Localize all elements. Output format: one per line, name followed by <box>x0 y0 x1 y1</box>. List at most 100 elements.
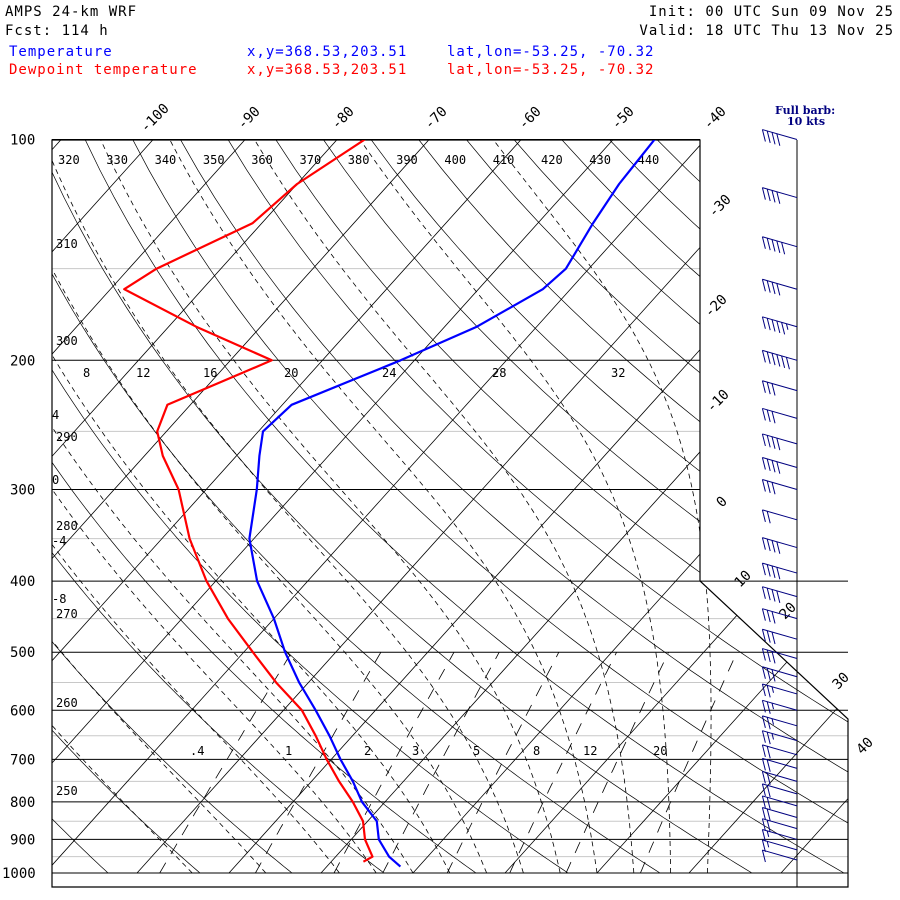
wind-barb-flag <box>761 829 766 842</box>
wind-barb-flag <box>761 758 766 771</box>
wind-barb-shaft <box>762 457 798 468</box>
mixing-ratio-line <box>640 652 738 874</box>
wind-barb <box>761 699 798 714</box>
wind-barb-shaft <box>762 699 798 711</box>
dry-adiabat <box>180 140 848 874</box>
wind-barb <box>761 849 798 863</box>
isotherm-label: -10 <box>704 387 733 416</box>
wind-barb <box>761 187 798 204</box>
dry-adiabat <box>132 140 848 874</box>
moist-adiabat <box>100 140 561 874</box>
wind-barb-flag <box>776 240 781 254</box>
theta-e-label: 16 <box>203 366 217 380</box>
wind-barb-flag <box>776 541 781 554</box>
wind-barb-shaft <box>762 586 798 598</box>
wind-barb-flag <box>761 744 766 757</box>
moist-adiabat <box>52 140 414 874</box>
wind-barb-flag <box>766 609 771 623</box>
wind-barb <box>761 509 798 524</box>
wind-barb-flag <box>761 279 766 292</box>
moist-adiabat <box>52 140 451 874</box>
mixing-ratio-line <box>333 652 455 874</box>
dry-adiabat <box>52 140 661 874</box>
dry-adiabat <box>418 140 848 874</box>
pressure-label: 400 <box>10 574 35 590</box>
wind-barb-flag <box>771 589 776 602</box>
wind-barb-flag <box>766 130 771 144</box>
wind-barb-flag <box>766 731 771 745</box>
wind-barb-flag <box>766 511 771 524</box>
wind-barb-shaft <box>762 608 798 620</box>
wind-barb-shaft <box>762 795 798 807</box>
wind-barb-shaft <box>762 818 798 830</box>
plot-frame <box>51 139 849 888</box>
theta-label: 390 <box>396 153 418 167</box>
wind-barb-flag <box>776 354 781 367</box>
wind-barb-flag <box>761 350 766 363</box>
isotherm-label: -90 <box>235 104 264 133</box>
wind-barb-shaft <box>762 316 798 328</box>
barb-legend-line2: 10 kts <box>787 115 825 128</box>
isotherm-line <box>873 140 900 874</box>
wind-barb <box>761 433 798 451</box>
wind-barb-flag <box>761 849 766 863</box>
wind-barb-flag <box>761 408 766 421</box>
isotherm-label: -30 <box>706 192 735 221</box>
wind-barb <box>761 457 798 474</box>
wind-barb-flag <box>766 587 771 601</box>
wind-barb-flag <box>766 808 771 822</box>
theta-e-label: 32 <box>611 366 625 380</box>
temperature-profile <box>248 140 656 868</box>
wind-barb <box>761 715 798 730</box>
mixing-ratio-label: 2 <box>364 744 371 758</box>
wind-barb-shaft <box>762 562 798 574</box>
isotherm-line <box>320 140 848 874</box>
wind-barb-flag <box>776 283 781 296</box>
wind-barb-flag <box>761 316 766 329</box>
legend-temperature-latlon: lat,lon=-53.25, -70.32 <box>447 44 655 60</box>
wind-barb-flag <box>766 458 771 472</box>
dry-adiabat <box>466 140 848 874</box>
wind-barb-flag <box>766 759 771 772</box>
dry-adiabat <box>52 140 109 874</box>
isotherm-label: -60 <box>516 104 545 133</box>
wind-barb-flag <box>766 668 771 681</box>
theta-e-left-label: 0 <box>52 473 59 487</box>
wind-barb-shaft <box>762 628 798 640</box>
valid-time: Valid: 18 UTC Thu 13 Nov 25 <box>639 23 894 39</box>
pressure-label: 900 <box>10 832 35 848</box>
wind-barb-flag <box>766 649 771 663</box>
theta-e-left-label: -4 <box>52 534 66 548</box>
wind-barb-shaft <box>762 537 798 549</box>
isotherm-line <box>52 140 522 874</box>
wind-barb-shaft <box>762 783 798 795</box>
moist-adiabat <box>169 140 598 874</box>
theta-e-label: 24 <box>382 366 396 380</box>
mixing-ratio-label: 12 <box>583 744 597 758</box>
mixing-ratio-line <box>382 652 500 874</box>
wind-barb-flag <box>766 746 771 759</box>
wind-barb-flag <box>776 590 781 603</box>
dry-adiabat <box>52 140 293 874</box>
wind-barb-flag <box>771 651 776 664</box>
pressure-label: 300 <box>10 482 35 498</box>
isotherm-line <box>596 140 848 874</box>
wind-barb-flag <box>776 320 781 334</box>
wind-barb-flag <box>781 242 786 255</box>
wind-barb-flag <box>761 648 766 661</box>
wind-barb <box>761 479 798 495</box>
wind-barb-flag <box>761 683 766 697</box>
dry-adiabat <box>513 140 848 874</box>
isotherm-line <box>52 140 706 874</box>
wind-barb-flag <box>761 187 766 200</box>
isotherm-line <box>52 140 430 874</box>
wind-barb <box>761 807 798 822</box>
theta-left-label: 250 <box>56 784 78 798</box>
theta-label: 370 <box>300 153 322 167</box>
pressure-label: 100 <box>10 133 35 149</box>
isotherm-label: -80 <box>329 104 358 133</box>
wind-barb <box>761 770 798 785</box>
dry-adiabat <box>370 140 848 874</box>
pressure-label: 800 <box>10 795 35 811</box>
wind-barb <box>761 744 798 759</box>
